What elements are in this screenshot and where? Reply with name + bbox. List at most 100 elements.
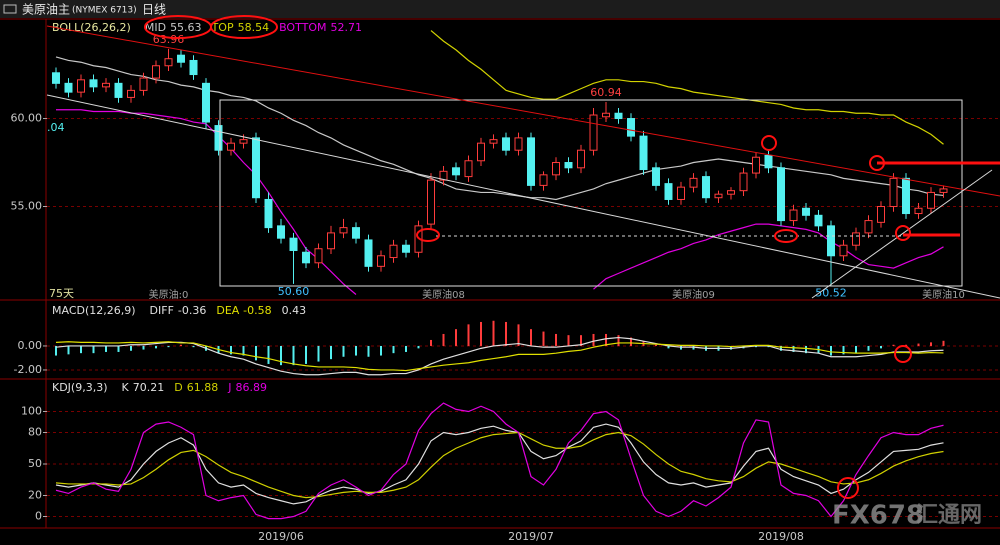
candle-body [527, 137, 535, 186]
instrument-code: (NYMEX 6713) [72, 6, 137, 16]
legend-part: DIFF [150, 304, 174, 317]
candle-body [827, 225, 835, 257]
legend-part: J [227, 381, 231, 394]
highlight-circle [210, 15, 278, 39]
legend-entry: MID 55.63 [145, 21, 202, 34]
candle-body [314, 248, 323, 264]
indicator-line [55, 423, 944, 505]
y-tick-label: 50 [28, 457, 42, 470]
candle-body [839, 244, 848, 257]
candle-body [889, 177, 898, 208]
candle-body [464, 160, 473, 178]
legend-entry: MACD(12,26,9) [52, 304, 136, 317]
candle-body [139, 77, 148, 91]
candle-body [777, 167, 785, 222]
legend-entry: TOP 58.54 [211, 21, 270, 34]
candle-body [539, 174, 548, 186]
x-tick-label: 2019/08 [758, 530, 804, 543]
edge-label: .04 [47, 121, 65, 134]
candle-body [452, 167, 460, 176]
candle-body [364, 239, 373, 267]
candle-body [89, 79, 98, 88]
period-selector[interactable]: 日线 [142, 3, 166, 17]
candle-body [752, 156, 760, 174]
legend-part: 70.21 [133, 381, 165, 394]
y-tick-label: 55.00 [11, 200, 43, 213]
indicator-line [55, 402, 944, 520]
candle-body [339, 227, 348, 234]
window-icon[interactable] [3, 4, 17, 14]
candle-body [677, 186, 685, 200]
candle-body [302, 251, 310, 264]
candle-body [727, 190, 735, 195]
candle-body [814, 214, 823, 227]
candle-body [639, 135, 648, 171]
candle-body [502, 137, 510, 151]
candle-body [627, 118, 635, 137]
candle-body [52, 72, 60, 84]
candle-body [427, 179, 435, 225]
legend-part: KDJ(9,3,3) [52, 381, 108, 394]
candle-body [102, 82, 110, 88]
y-tick-label: -2.00 [14, 363, 42, 376]
candle-body [202, 82, 210, 123]
contract-label: 美原油10 [922, 288, 965, 301]
candle-body [877, 206, 885, 223]
candle-body [577, 149, 585, 169]
highlight-circle [894, 345, 912, 363]
legend-entry: J 86.89 [227, 381, 267, 394]
contract-label: 美原油09 [672, 288, 715, 301]
highlight-circle [837, 477, 859, 499]
instrument-title: 美原油主 [22, 3, 70, 17]
trend-line [46, 25, 1000, 197]
candle-body [439, 170, 448, 181]
candle-body [702, 176, 710, 199]
candle-body [489, 139, 498, 144]
candle-body [589, 114, 598, 151]
y-tick-label: 80 [28, 426, 42, 439]
candle-body [77, 79, 85, 93]
indicator-line [55, 336, 944, 376]
legend-part: -0.36 [178, 304, 206, 317]
candle-body [614, 112, 623, 120]
legend-part: K [122, 381, 130, 394]
candle-body [902, 177, 910, 215]
candle-body [477, 142, 485, 162]
highlight-circle [869, 155, 885, 171]
legend-part: MACD(12,26,9) [52, 304, 136, 317]
legend-part: 86.89 [235, 381, 267, 394]
box-drawing [219, 99, 963, 287]
candle-body [252, 137, 260, 199]
candle-body [239, 139, 248, 144]
watermark-brand: FX678 [832, 501, 924, 531]
candle-body [64, 82, 73, 93]
price-annotation: 50.60 [278, 285, 310, 298]
legend-entry: 0.43 [282, 304, 307, 317]
candle-body [552, 162, 560, 176]
candle-body [327, 232, 335, 250]
candle-body [114, 82, 123, 98]
watermark-site: 汇通网 [916, 503, 982, 528]
candle-body [289, 237, 298, 251]
candle-body [177, 54, 185, 63]
candle-body [377, 255, 385, 267]
x-tick-label: 2019/07 [508, 530, 554, 543]
y-tick-label: 20 [28, 489, 42, 502]
highlight-circle [895, 225, 911, 241]
legend-entry: BOLL(26,26,2) [52, 21, 131, 34]
candle-body [227, 142, 235, 151]
y-tick-label: 0 [35, 510, 42, 523]
candle-body [214, 125, 223, 151]
contract-label: 美原油08 [422, 288, 465, 301]
indicator-line [56, 109, 944, 295]
candle-body [389, 244, 398, 259]
legend-entry: K 70.21 [122, 381, 165, 394]
candle-body [352, 227, 360, 239]
legend-part: DEA [216, 304, 239, 317]
candle-body [739, 172, 748, 192]
candle-body [189, 59, 198, 76]
candle-body [664, 183, 673, 200]
price-annotation: 60.94 [590, 86, 622, 99]
